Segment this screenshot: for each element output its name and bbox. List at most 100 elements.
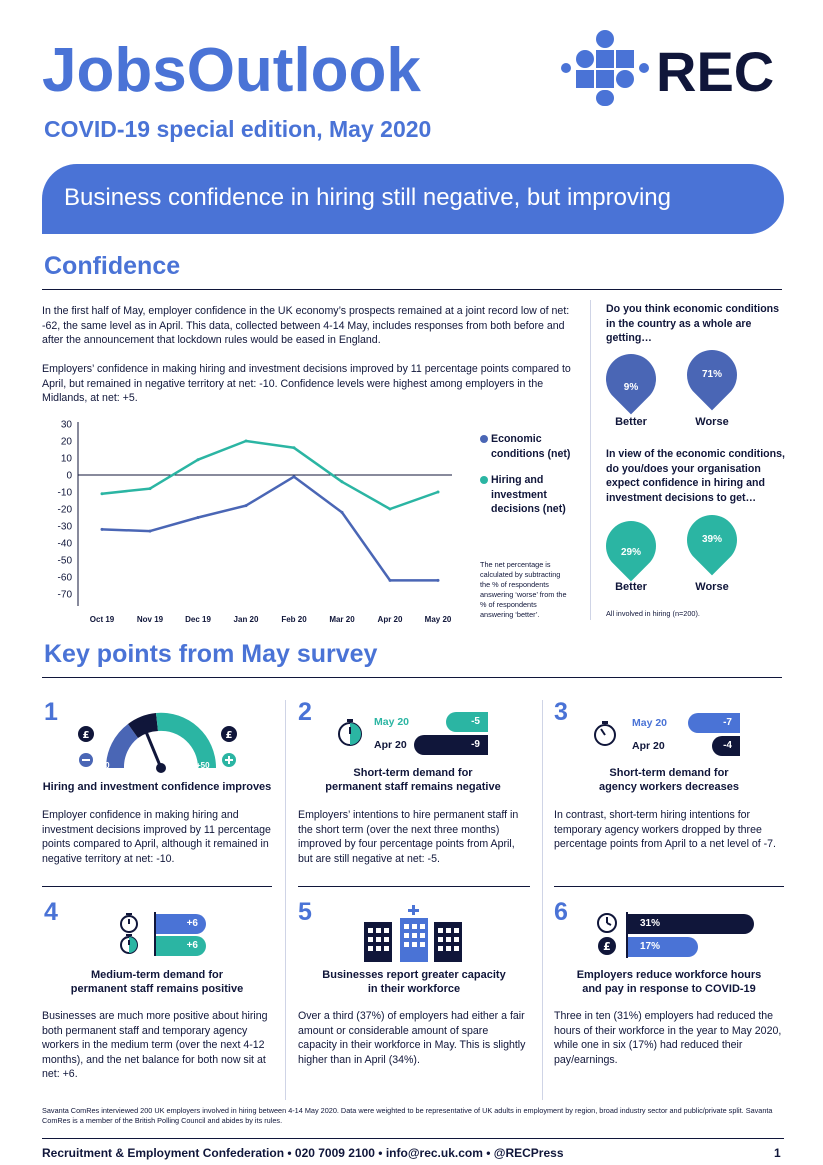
confidence-heading: Confidence: [44, 252, 181, 280]
q1-better-label: Better: [615, 416, 647, 428]
rec-logo-icon: [561, 30, 649, 106]
key-point-4-title: Medium-term demand for permanent staff r…: [42, 968, 272, 996]
question-1: Do you think economic conditions in the …: [606, 303, 780, 344]
data-point: [436, 578, 440, 582]
sample-note: All involved in hiring (n=200).: [606, 609, 700, 618]
data-point: [388, 507, 392, 511]
y-tick-label: -20: [58, 505, 73, 516]
x-tick-label: Jan 20: [234, 615, 259, 624]
key-point-4-text: Businesses are much more positive about …: [42, 1010, 268, 1080]
kp6-bar-pay: 17%: [628, 937, 698, 957]
methodology-footnote: Savanta ComRes interviewed 200 UK employ…: [42, 1106, 773, 1125]
key-point-3-text: In contrast, short-term hiring intention…: [554, 809, 777, 850]
key-point-1-title: Hiring and investment confidence improve…: [42, 781, 272, 793]
kp3-apr-bar: -4: [712, 736, 740, 756]
x-tick-label: Feb 20: [281, 615, 307, 624]
data-point: [340, 480, 344, 484]
confidence-gauge-icon: £ £: [78, 712, 237, 773]
column-divider: [285, 700, 286, 1100]
kp2-apr-bar: -9: [414, 735, 488, 755]
q1-better-value: 9%: [623, 382, 639, 393]
q1-worse-value: 71%: [701, 369, 722, 380]
drop-q2-better: [595, 510, 667, 582]
data-point: [148, 487, 152, 491]
section-divider: [42, 677, 782, 678]
kp4-bar-1: +6: [156, 914, 206, 934]
y-tick-label: 30: [61, 420, 73, 431]
key-point-6-number: 6: [554, 898, 568, 926]
svg-text:£: £: [226, 730, 233, 741]
q1-worse-label: Worse: [695, 416, 729, 428]
svg-text:£: £: [603, 940, 611, 953]
key-point-5-number: 5: [298, 898, 312, 926]
key-point-5-title-line-2: in their workforce: [367, 983, 461, 995]
key-point-3-title-line-1: Short-term demand for: [609, 767, 729, 779]
q2-better-label: Better: [615, 581, 647, 593]
data-point: [100, 527, 104, 531]
kp2-may-bar: -5: [446, 712, 488, 732]
stopwatch-icon: [594, 721, 616, 746]
q2-worse-label: Worse: [695, 581, 729, 593]
key-point-4-number: 4: [44, 898, 58, 926]
key-point-3-title-line-2: agency workers decreases: [598, 781, 740, 793]
y-tick-label: -40: [58, 539, 73, 550]
key-point-2-title: Short-term demand for permanent staff re…: [298, 766, 528, 794]
data-point: [244, 439, 248, 443]
data-point: [292, 475, 296, 479]
confidence-paragraph-2: Employers’ confidence in making hiring a…: [42, 363, 571, 404]
net-percentage-note: The net percentage is calculated by subt…: [480, 560, 567, 619]
key-point-5-text: Over a third (37%) of employers had eith…: [298, 1010, 526, 1066]
row-divider: [298, 886, 530, 887]
confidence-paragraph-1: In the first half of May, employer confi…: [42, 305, 570, 346]
x-tick-label: Mar 20: [329, 615, 355, 624]
row-divider: [554, 886, 784, 887]
key-point-5-title: Businesses report greater capacity in th…: [298, 968, 530, 996]
office-buildings-icon: [364, 905, 462, 962]
gauge-min-label: -50: [98, 761, 110, 770]
kp6-bar-hours: 31%: [628, 914, 754, 934]
legend-economic-swatch: [480, 435, 488, 443]
y-tick-label: 10: [61, 454, 73, 465]
page-title: JobsOutlook: [42, 36, 421, 105]
kp3-may-bar: -7: [688, 713, 740, 733]
svg-text:£: £: [83, 730, 90, 741]
y-tick-label: -60: [58, 573, 73, 584]
kp3-apr-label: Apr 20: [632, 740, 665, 752]
key-point-4-title-line-1: Medium-term demand for: [90, 969, 223, 981]
data-point: [196, 458, 200, 462]
x-tick-label: Nov 19: [137, 615, 164, 624]
y-tick-label: 0: [66, 471, 72, 482]
y-tick-label: -10: [58, 488, 73, 499]
x-tick-label: May 20: [425, 615, 452, 624]
key-point-4-title-line-2: permanent staff remains positive: [70, 983, 244, 995]
key-point-1-text: Employer confidence in making hiring and…: [42, 809, 271, 865]
kp3-may-label: May 20: [632, 717, 668, 729]
rec-logo-text: REC: [656, 40, 775, 103]
key-point-2-number: 2: [298, 698, 312, 726]
confidence-line-chart: 30 20 10 0 -10 -20 -30 -40 -50 -60 -70 Oct 19 Nov 19…: [58, 420, 452, 624]
gauge-max-label: +50: [196, 761, 210, 770]
kp4-bar-2: +6: [156, 936, 206, 956]
page-number: 1: [774, 1146, 781, 1160]
footer-divider: [42, 1138, 784, 1139]
stopwatch-pair-icon: [120, 913, 138, 954]
data-point: [100, 492, 104, 496]
key-points-heading: Key points from May survey: [44, 640, 378, 668]
bar-axis: [154, 912, 156, 956]
y-tick-label: 20: [61, 437, 73, 448]
key-point-2-title-line-1: Short-term demand for: [353, 767, 473, 779]
key-point-6-title: Employers reduce workforce hours and pay…: [554, 968, 784, 996]
kp2-may-label: May 20: [374, 716, 410, 728]
legend-hiring-swatch: [480, 476, 488, 484]
y-tick-label: -50: [58, 556, 73, 567]
drop-q1-better: [595, 343, 667, 415]
question-2: In view of the economic conditions, do y…: [606, 448, 785, 504]
data-point: [244, 504, 248, 508]
sidebar-divider: [590, 300, 591, 620]
legend-hiring-label: Hiring and investment decisions (net): [491, 474, 566, 515]
legend-economic-label: Economic conditions (net): [491, 433, 571, 460]
x-tick-label: Dec 19: [185, 615, 211, 624]
series-line-2: [101, 439, 439, 511]
y-tick-label: -70: [58, 590, 73, 601]
x-tick-label: Apr 20: [378, 615, 403, 624]
